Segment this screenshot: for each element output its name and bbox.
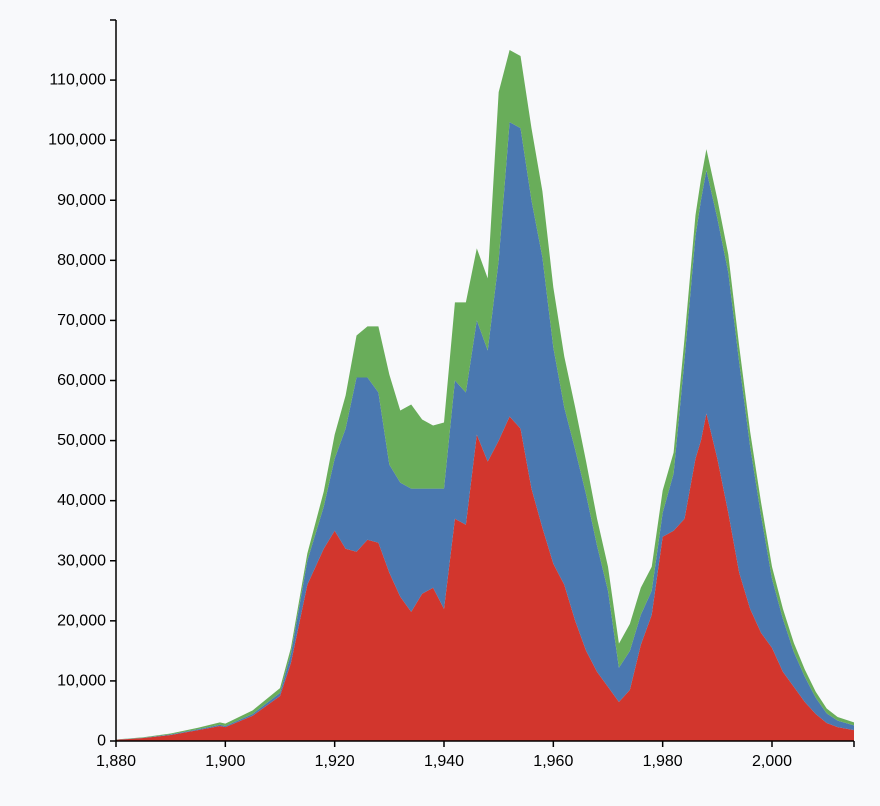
- x-tick-label: 2,000: [752, 753, 792, 770]
- y-tick-label: 0: [97, 733, 106, 750]
- areas-layer: [116, 50, 854, 741]
- x-tick-label: 1,880: [96, 753, 136, 770]
- y-tick-label: 80,000: [57, 252, 106, 269]
- y-tick-label: 100,000: [48, 132, 106, 149]
- x-tick-label: 1,980: [643, 753, 683, 770]
- y-tick-label: 60,000: [57, 372, 106, 389]
- area-series-1: [116, 413, 854, 741]
- y-tick-label: 20,000: [57, 612, 106, 629]
- x-tick-label: 1,920: [315, 753, 355, 770]
- y-tick-label: 110,000: [49, 72, 106, 89]
- x-axis-ticks: 1,880 1,900 1,920 1,940 1,960 1,980 2,000: [96, 741, 855, 770]
- x-tick-label: 1,960: [533, 753, 573, 770]
- y-tick-label: 70,000: [57, 312, 106, 329]
- y-tick-label: 30,000: [57, 552, 106, 569]
- y-axis-ticks: 0 10,000 20,000 30,000 40,000 50,000 60,000 70,…: [48, 19, 116, 750]
- area-series-2: [116, 122, 854, 740]
- x-tick-label: 1,940: [424, 753, 464, 770]
- x-tick-label: 1,900: [205, 753, 245, 770]
- y-tick-label: 10,000: [57, 672, 106, 689]
- y-tick-label: 90,000: [57, 192, 106, 209]
- y-tick-label: 50,000: [57, 432, 106, 449]
- y-tick-label: 40,000: [57, 492, 106, 509]
